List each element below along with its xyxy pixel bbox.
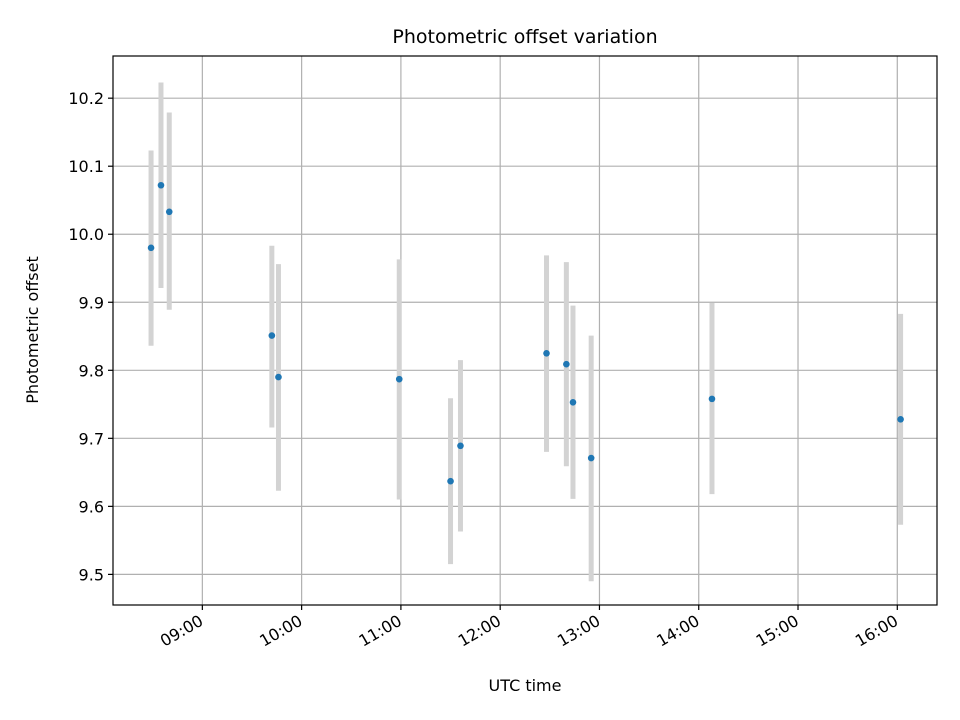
- data-point: [275, 373, 282, 381]
- y-tick-label: 9.5: [79, 565, 104, 584]
- y-tick-label: 10.1: [68, 157, 104, 176]
- y-axis-ticks: 9.5 9.6 9.7 9.8 9.9 10.0 10.1 10.2: [68, 89, 113, 584]
- data-point: [457, 442, 464, 450]
- y-tick-label: 9.7: [79, 429, 104, 448]
- y-axis-label: Photometric offset: [23, 256, 42, 404]
- data-point: [268, 332, 276, 339]
- data-point: [708, 395, 716, 403]
- data-point: [563, 360, 570, 368]
- data-point: [395, 375, 403, 383]
- y-tick-label: 10.0: [68, 225, 104, 244]
- y-tick-label: 9.6: [79, 497, 104, 516]
- plot-area: [113, 56, 937, 605]
- data-point: [569, 398, 577, 406]
- chart-title: Photometric offset variation: [392, 26, 657, 48]
- data-point: [543, 349, 550, 357]
- data-point: [165, 208, 173, 216]
- y-tick-label: 9.9: [79, 293, 104, 312]
- data-point: [157, 181, 165, 189]
- plot-frame: [112, 55, 938, 606]
- data-point: [447, 477, 454, 485]
- data-points: [147, 181, 904, 485]
- y-tick-label: 10.2: [68, 89, 104, 108]
- x-axis-label: UTC time: [489, 676, 562, 695]
- data-point: [587, 454, 595, 462]
- data-point: [147, 244, 155, 252]
- grid: [113, 56, 937, 605]
- data-point: [897, 415, 904, 423]
- y-tick-label: 9.8: [79, 361, 104, 380]
